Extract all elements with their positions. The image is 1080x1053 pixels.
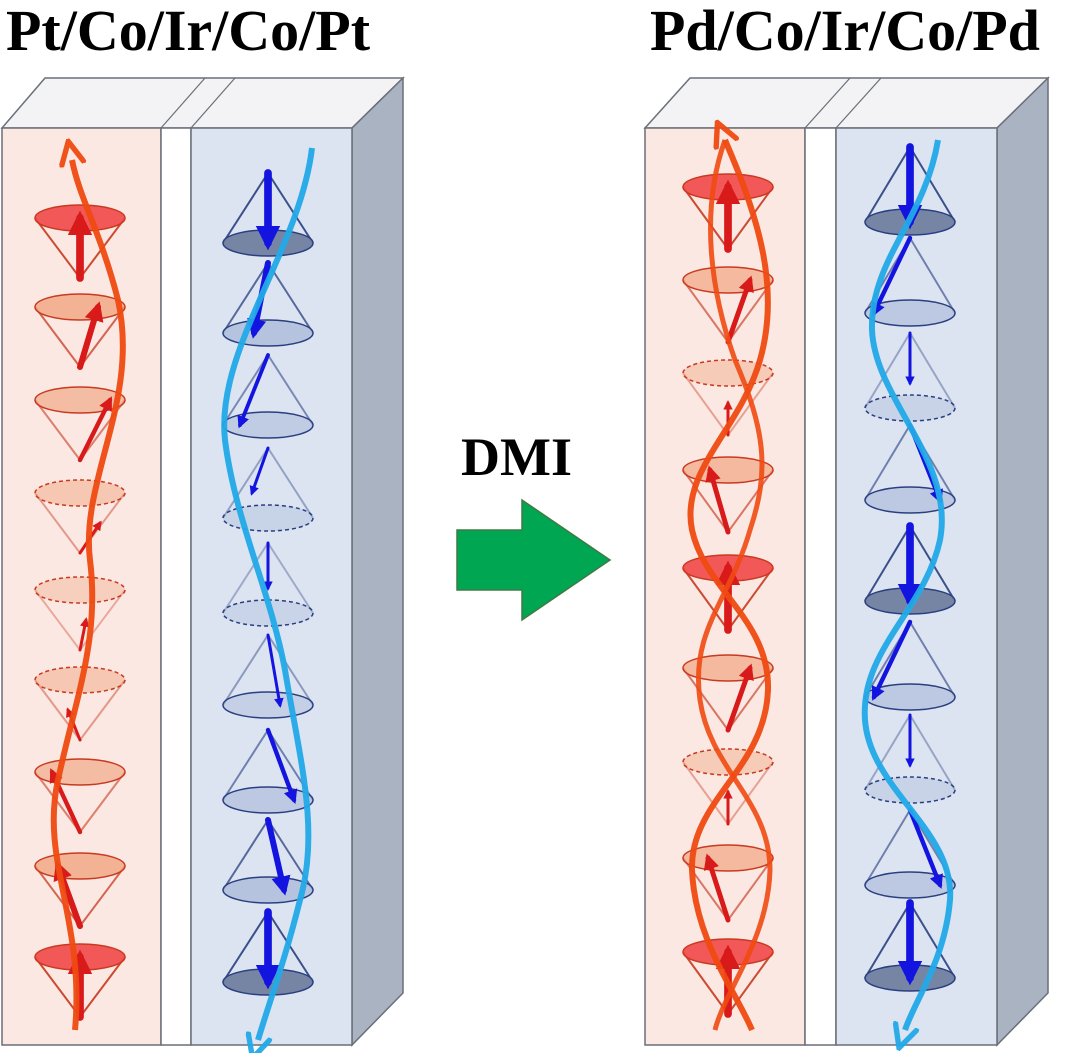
red-spin-arrow — [77, 396, 113, 463]
right-ir-spacer — [804, 127, 837, 1046]
left-ir-spacer — [160, 127, 192, 1046]
right-slab-side — [996, 76, 1049, 1047]
right-bottom-co-layer — [835, 127, 998, 1046]
left-blue-helix — [221, 147, 315, 1040]
left-red-helix — [50, 160, 126, 1031]
blue-spin-arrow — [871, 235, 913, 317]
left-slab-top — [0, 77, 405, 129]
red-spin-arrow — [76, 301, 104, 371]
blue-spin-arrow — [249, 446, 270, 496]
left-slab-side — [351, 76, 404, 1047]
blue-spin-arrow — [264, 816, 291, 896]
right-blue-spin-cones — [864, 143, 956, 992]
right-red-helix-1 — [687, 140, 772, 1032]
right-arrow-icon — [456, 498, 612, 622]
left-multilayer-slab — [0, 76, 405, 1047]
blue-cone — [864, 714, 956, 804]
right-structure-title: Pd/Co/Ir/Co/Pd — [650, 0, 1040, 63]
red-spin-arrow — [703, 853, 731, 923]
right-multilayer-slab — [643, 76, 1050, 1047]
red-spin-arrow — [78, 617, 90, 652]
right-red-spin-cones — [682, 173, 774, 1018]
blue-spin-arrow — [871, 619, 913, 701]
left-structure-title: Pt/Co/Ir/Co/Pt — [6, 0, 371, 63]
blue-spin-arrow — [237, 353, 270, 429]
blue-cone — [864, 332, 956, 422]
right-blue-helix — [861, 139, 954, 1030]
right-red-helix-2 — [696, 139, 773, 1031]
red-spin-arrow — [725, 663, 754, 733]
left-red-spin-cones — [34, 204, 126, 1021]
blue-cone — [864, 621, 956, 711]
blue-spin-arrow — [265, 727, 298, 804]
red-spin-arrow — [705, 465, 731, 535]
dmi-label: DMI — [461, 427, 572, 487]
red-spin-arrow — [725, 275, 754, 345]
blue-spin-arrow — [266, 633, 284, 708]
right-slab-top — [643, 77, 1050, 129]
blue-spin-arrow — [907, 807, 943, 889]
